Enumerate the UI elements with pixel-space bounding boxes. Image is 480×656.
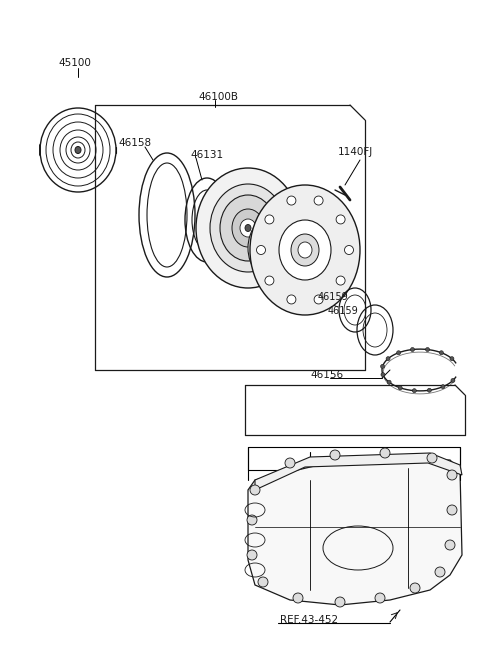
Text: 1140FJ: 1140FJ bbox=[338, 147, 373, 157]
Ellipse shape bbox=[196, 168, 300, 288]
Ellipse shape bbox=[240, 219, 256, 237]
Circle shape bbox=[381, 373, 385, 377]
Ellipse shape bbox=[232, 209, 264, 247]
Circle shape bbox=[435, 567, 445, 577]
Circle shape bbox=[427, 388, 432, 392]
Circle shape bbox=[345, 245, 353, 255]
Circle shape bbox=[381, 364, 384, 369]
Ellipse shape bbox=[245, 224, 251, 232]
Ellipse shape bbox=[220, 195, 276, 261]
Ellipse shape bbox=[248, 213, 308, 283]
Circle shape bbox=[396, 351, 401, 355]
Text: 46100B: 46100B bbox=[198, 92, 238, 102]
Circle shape bbox=[410, 348, 414, 352]
Circle shape bbox=[450, 357, 454, 361]
Circle shape bbox=[335, 597, 345, 607]
Circle shape bbox=[250, 485, 260, 495]
Circle shape bbox=[256, 245, 265, 255]
Circle shape bbox=[336, 276, 345, 285]
Circle shape bbox=[314, 196, 323, 205]
Circle shape bbox=[265, 215, 274, 224]
Circle shape bbox=[285, 458, 295, 468]
Text: 46158: 46158 bbox=[118, 138, 151, 148]
Circle shape bbox=[447, 470, 457, 480]
Circle shape bbox=[336, 215, 345, 224]
Text: 46131: 46131 bbox=[190, 150, 223, 160]
Circle shape bbox=[380, 448, 390, 458]
Circle shape bbox=[398, 386, 402, 390]
Circle shape bbox=[410, 583, 420, 593]
Circle shape bbox=[427, 453, 437, 463]
Text: REF.43-452: REF.43-452 bbox=[280, 615, 338, 625]
Polygon shape bbox=[255, 453, 462, 490]
Ellipse shape bbox=[291, 234, 319, 266]
Ellipse shape bbox=[250, 185, 360, 315]
Circle shape bbox=[387, 380, 391, 384]
Circle shape bbox=[265, 276, 274, 285]
Circle shape bbox=[412, 388, 416, 393]
Circle shape bbox=[447, 505, 457, 515]
Circle shape bbox=[445, 540, 455, 550]
Ellipse shape bbox=[264, 232, 292, 264]
Ellipse shape bbox=[298, 242, 312, 258]
Text: 46156: 46156 bbox=[310, 370, 343, 380]
Circle shape bbox=[375, 593, 385, 603]
Circle shape bbox=[258, 577, 268, 587]
Circle shape bbox=[293, 593, 303, 603]
Circle shape bbox=[287, 295, 296, 304]
Circle shape bbox=[426, 348, 430, 352]
Text: 46159: 46159 bbox=[328, 306, 359, 316]
Circle shape bbox=[451, 379, 455, 382]
Circle shape bbox=[441, 384, 445, 388]
Polygon shape bbox=[248, 460, 462, 605]
Circle shape bbox=[386, 357, 390, 361]
Ellipse shape bbox=[210, 184, 286, 272]
Circle shape bbox=[314, 295, 323, 304]
Text: 45100: 45100 bbox=[58, 58, 91, 68]
Circle shape bbox=[330, 450, 340, 460]
Circle shape bbox=[247, 515, 257, 525]
Text: 46159: 46159 bbox=[318, 292, 349, 302]
Circle shape bbox=[247, 550, 257, 560]
Ellipse shape bbox=[75, 146, 81, 154]
Circle shape bbox=[439, 351, 444, 355]
Circle shape bbox=[287, 196, 296, 205]
Ellipse shape bbox=[279, 220, 331, 280]
